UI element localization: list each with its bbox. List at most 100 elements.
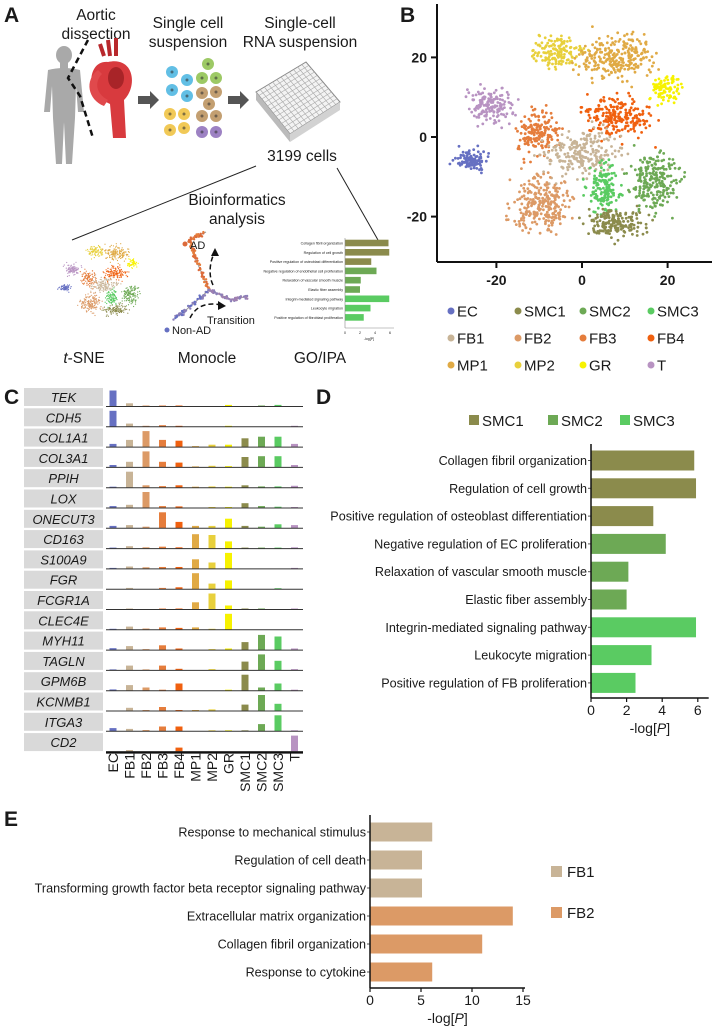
expression-bar xyxy=(274,486,282,488)
scatter-point-fb2 xyxy=(534,196,538,200)
gene-label: FGR xyxy=(50,573,77,588)
scatter-point-fb2 xyxy=(524,213,528,216)
scatter-point-mp1 xyxy=(114,248,116,250)
scatter-point-fb1 xyxy=(94,276,96,278)
expression-bar xyxy=(225,518,232,529)
scatter-point-fb3 xyxy=(81,275,84,277)
scatter-point-fb2 xyxy=(92,307,94,309)
scatter-point-smc2 xyxy=(642,181,646,185)
scatter-point-mp2 xyxy=(547,38,551,42)
scatter-point-mp1 xyxy=(110,244,112,246)
scatter-point-mp2 xyxy=(94,249,97,251)
scatter-point-mp1 xyxy=(621,80,624,84)
expression-bar xyxy=(159,546,166,549)
scatter-point-smc3 xyxy=(589,199,593,203)
scatter-point-mp2 xyxy=(101,251,103,253)
scatter-point-ec xyxy=(63,284,66,286)
scatter-point-mp1 xyxy=(587,65,590,69)
scatter-point-fb1 xyxy=(104,281,106,283)
scatter-point-mp2 xyxy=(99,255,101,257)
cluster-label: FB3 xyxy=(155,753,171,779)
x-axis-title-part: P xyxy=(657,720,667,736)
scatter-point-mp1 xyxy=(620,52,624,56)
scatter-point-mp2 xyxy=(541,46,544,50)
scatter-point-fb2 xyxy=(544,219,548,222)
scatter-point-mp2 xyxy=(90,251,92,253)
scatter-point-smc3 xyxy=(107,294,109,296)
expression-bar xyxy=(126,626,133,630)
scatter-point-smc3 xyxy=(604,182,607,186)
scatter-point-fb2 xyxy=(547,197,550,201)
expression-bar xyxy=(126,728,133,732)
scatter-point-fb1 xyxy=(106,288,108,290)
scatter-point-fb4 xyxy=(620,101,623,104)
scatter-point-smc2 xyxy=(125,297,128,299)
scatter-point-fb1 xyxy=(92,286,94,288)
scatter-point-smc1 xyxy=(614,226,617,230)
scatter-point-t xyxy=(74,266,76,268)
scatter-point-fb1 xyxy=(98,290,101,292)
legend-label: SMC3 xyxy=(633,413,675,430)
trajectory-cell xyxy=(244,296,248,299)
gene-label-box xyxy=(24,388,103,406)
scatter-point-mp2 xyxy=(543,47,546,50)
scatter-point-fb4 xyxy=(115,273,117,275)
scatter-point-fb3 xyxy=(85,274,87,276)
scatter-point-smc3 xyxy=(113,301,115,303)
scatter-point-ec xyxy=(472,148,476,152)
legend-label: SMC2 xyxy=(561,413,603,430)
scatter-point-smc1 xyxy=(613,242,617,246)
scatter-point-fb4 xyxy=(126,276,128,278)
scatter-point-ec xyxy=(64,286,66,288)
cell-nucleus-icon xyxy=(185,78,189,82)
scatter-point-fb4 xyxy=(122,274,124,276)
scatter-point-fb4 xyxy=(633,129,636,133)
bar-row: Negative regulation of EC proliferation xyxy=(374,533,666,554)
scatter-point-mp1 xyxy=(125,251,127,253)
expression-bar xyxy=(142,451,150,468)
bar-row: Response to mechanical stimulus xyxy=(178,822,433,842)
scatter-point-fb4 xyxy=(638,123,642,127)
scatter-point-fb4 xyxy=(602,99,606,103)
scatter-point-fb3 xyxy=(94,273,96,275)
scatter-point-fb4 xyxy=(114,272,116,274)
scatter-point-smc1 xyxy=(124,306,127,308)
scatter-point-smc3 xyxy=(610,200,613,204)
scatter-point-t xyxy=(476,90,480,94)
scatter-point-t xyxy=(80,265,82,267)
category-label: Leukocyte migration xyxy=(474,649,587,663)
scatter-point-fb2 xyxy=(525,207,528,210)
scatter-point-fb4 xyxy=(620,117,623,121)
scatter-point-fb3 xyxy=(531,108,535,112)
scatter-point-mp1 xyxy=(628,67,631,70)
scatter-point-fb2 xyxy=(88,306,90,308)
scatter-point-fb1 xyxy=(606,168,610,172)
scatter-point-fb3 xyxy=(530,113,534,117)
legend-item-fb1: FB1 xyxy=(447,331,485,348)
scatter-point-mp2 xyxy=(89,252,91,254)
scatter-point-fb1 xyxy=(573,139,577,143)
trajectory-cell xyxy=(198,266,202,270)
expression-bar xyxy=(142,492,150,508)
scatter-point-fb4 xyxy=(109,272,111,274)
scatter-point-fb1 xyxy=(599,164,602,167)
panel-label-d: D xyxy=(316,386,331,409)
y-tick-label: -20 xyxy=(407,209,427,225)
scatter-point-fb4 xyxy=(602,119,606,123)
scatter-point-mp1 xyxy=(109,246,111,248)
scatter-point-fb1 xyxy=(610,145,613,148)
scatter-point-fb2 xyxy=(558,187,561,190)
scatter-point-fb4 xyxy=(110,274,112,276)
scatter-point-fb2 xyxy=(97,303,99,305)
expression-bar xyxy=(291,525,298,529)
scatter-point-smc2 xyxy=(648,160,652,164)
scatter-point-smc2 xyxy=(128,301,131,303)
scatter-point-smc1 xyxy=(116,307,118,309)
scatter-point-fb3 xyxy=(523,139,527,143)
scatter-point-gr xyxy=(131,264,133,266)
scatter-point-smc1 xyxy=(624,216,628,220)
scatter-point-ec xyxy=(460,160,464,164)
scatter-point-ec xyxy=(459,153,463,157)
scatter-point-smc1 xyxy=(118,303,121,305)
scatter-point-mp1 xyxy=(645,74,649,77)
